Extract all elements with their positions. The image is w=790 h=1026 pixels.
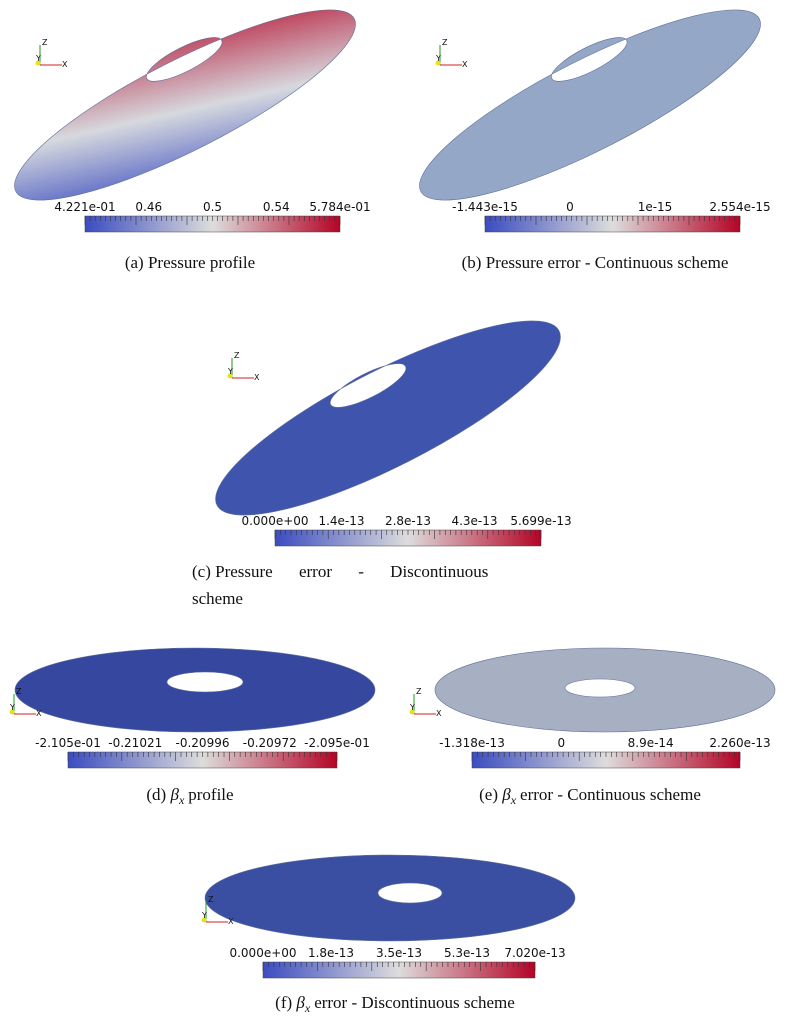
colorbar-label: -0.20996 bbox=[176, 736, 230, 750]
axis-y bbox=[9, 709, 15, 715]
colorbar-label: -0.21021 bbox=[108, 736, 162, 750]
caption: (c) Pressure error - Discontinuous bbox=[192, 562, 488, 581]
colorbar-label: 8.9e-14 bbox=[628, 736, 674, 750]
axis-label: X bbox=[228, 917, 234, 926]
colorbar-label: 2.554e-15 bbox=[709, 200, 770, 214]
caption-text: Pressure error - Discontinuous bbox=[215, 562, 488, 581]
colorbar-label: 1e-15 bbox=[638, 200, 673, 214]
caption-text: error - Continuous scheme bbox=[520, 785, 701, 804]
axis-label: Z bbox=[234, 351, 240, 360]
caption-symbol: β bbox=[295, 993, 305, 1012]
colorbar-label: 3.5e-13 bbox=[376, 946, 422, 960]
colorbar-label: -2.095e-01 bbox=[304, 736, 370, 750]
colorbar-label: 0.54 bbox=[263, 200, 290, 214]
caption-text: Pressure profile bbox=[148, 253, 255, 272]
panel: ZY X 4.221e-01 0.46 0.5 0.54 5.784e-01 (a) Pres… bbox=[14, 9, 371, 272]
colorbar-label: 1.4e-13 bbox=[318, 514, 364, 528]
mesh-surface bbox=[14, 9, 356, 201]
axis-label: Z bbox=[208, 895, 214, 904]
panel: ZY X -1.443e-15 0 1e-15 2.554e-15 (b) Pressure… bbox=[419, 9, 771, 272]
colorbar-label: 0.46 bbox=[135, 200, 162, 214]
colorbar-label: 5.784e-01 bbox=[309, 200, 370, 214]
caption-text: scheme bbox=[192, 589, 243, 608]
axis-y bbox=[35, 60, 41, 66]
axis-label: Y bbox=[409, 703, 415, 712]
caption: (e) βx error - Continuous scheme bbox=[479, 785, 701, 807]
mesh-surface bbox=[434, 647, 776, 733]
caption-symbol: β bbox=[169, 785, 179, 804]
axis-label: X bbox=[36, 709, 42, 718]
axis-label: Z bbox=[42, 38, 48, 47]
axis-y bbox=[435, 60, 441, 66]
axis-label: X bbox=[436, 709, 442, 718]
axis-label: Y bbox=[201, 911, 207, 920]
mesh-surface bbox=[14, 647, 376, 733]
caption: (d) βx profile bbox=[146, 785, 233, 807]
caption-label: (e) bbox=[479, 785, 498, 804]
mesh-surface bbox=[215, 320, 561, 516]
axis-y bbox=[409, 709, 415, 715]
caption-subscript: x bbox=[304, 1001, 311, 1015]
colorbar-label: 0.000e+00 bbox=[241, 514, 308, 528]
caption-text: profile bbox=[188, 785, 233, 804]
axis-y bbox=[227, 373, 233, 379]
axis-label: Y bbox=[9, 703, 15, 712]
axis-label: Y bbox=[227, 367, 233, 376]
colorbar-label: 2.260e-13 bbox=[709, 736, 770, 750]
colorbar-label: -0.20972 bbox=[243, 736, 297, 750]
axis-label: Z bbox=[442, 38, 448, 47]
axis-label: X bbox=[62, 60, 68, 69]
axis-label: X bbox=[254, 373, 260, 382]
mesh-surface bbox=[419, 9, 761, 201]
panel: ZY X -1.318e-13 0 8.9e-14 2.260e-13 (e) βx erro… bbox=[409, 647, 776, 807]
caption-text: Pressure error - Continuous scheme bbox=[486, 253, 729, 272]
colorbar-label: 4.221e-01 bbox=[54, 200, 115, 214]
colorbar-label: 7.020e-13 bbox=[504, 946, 565, 960]
caption-label: (f) bbox=[275, 993, 292, 1012]
caption-label: (a) bbox=[125, 253, 144, 272]
caption: (f) βx error - Discontinuous scheme bbox=[275, 993, 515, 1015]
colorbar-label: 5.3e-13 bbox=[444, 946, 490, 960]
axis-label: Y bbox=[435, 54, 441, 63]
axis-label: X bbox=[462, 60, 468, 69]
caption-symbol: β bbox=[501, 785, 511, 804]
colorbar-label: 0 bbox=[566, 200, 574, 214]
colorbar-label: 4.3e-13 bbox=[451, 514, 497, 528]
colorbar-label: -1.318e-13 bbox=[439, 736, 505, 750]
caption-text: error - Discontinuous scheme bbox=[314, 993, 515, 1012]
colorbar-label: 1.8e-13 bbox=[308, 946, 354, 960]
colorbar-label: 5.699e-13 bbox=[510, 514, 571, 528]
caption: (a) Pressure profile bbox=[125, 253, 255, 272]
caption-label: (b) bbox=[462, 253, 482, 272]
colorbar-label: -2.105e-01 bbox=[35, 736, 101, 750]
colorbar-label: 0.000e+00 bbox=[229, 946, 296, 960]
axis-label: Z bbox=[416, 687, 422, 696]
caption-label: (c) bbox=[192, 562, 211, 581]
caption: (b) Pressure error - Continuous scheme bbox=[462, 253, 729, 272]
caption-subscript: x bbox=[178, 793, 185, 807]
colorbar-label: 2.8e-13 bbox=[385, 514, 431, 528]
caption-label: (d) bbox=[146, 785, 166, 804]
panel: ZY X 0.000e+00 1.4e-13 2.8e-13 4.3e-13 5.699e-… bbox=[192, 320, 572, 608]
panel: ZY X -2.105e-01 -0.21021 -0.20996 -0.20972 -2.… bbox=[9, 647, 376, 807]
caption-subscript: x bbox=[510, 793, 517, 807]
axis-label: Z bbox=[16, 687, 22, 696]
axis-y bbox=[201, 917, 207, 923]
panel: ZY X 0.000e+00 1.8e-13 3.5e-13 5.3e-13 7.020e-… bbox=[201, 854, 576, 1015]
mesh-surface bbox=[204, 854, 576, 942]
colorbar-label: -1.443e-15 bbox=[452, 200, 518, 214]
colorbar-label: 0 bbox=[558, 736, 566, 750]
colorbar-label: 0.5 bbox=[203, 200, 222, 214]
axis-label: Y bbox=[35, 54, 41, 63]
